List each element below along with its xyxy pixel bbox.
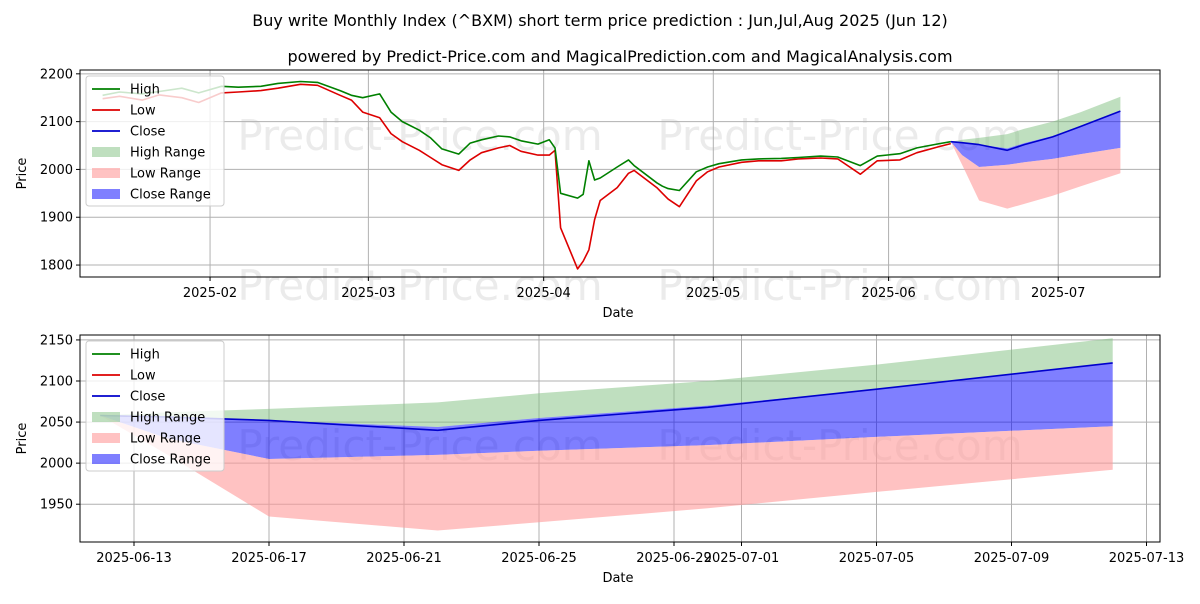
y-tick-label: 1900 — [40, 211, 73, 226]
plot-area — [102, 80, 1121, 270]
x-tick-label: 2025-06-13 — [96, 551, 172, 566]
legend-swatch — [92, 168, 120, 178]
legend-label: Close Range — [130, 453, 211, 468]
x-tick-label: 2025-06-21 — [366, 551, 442, 566]
legend-swatch — [92, 189, 120, 199]
chart-title: Buy write Monthly Index (^BXM) short ter… — [252, 11, 948, 30]
legend-swatch — [92, 433, 120, 443]
y-tick-label: 2050 — [40, 416, 73, 431]
legend-frame — [85, 75, 225, 207]
legend-label: Low Range — [130, 432, 201, 447]
watermark-text: Predict-Price.com — [237, 111, 602, 160]
axes-frame — [79, 69, 1161, 278]
x-tick-label: 2025-06-25 — [501, 551, 577, 566]
legend-swatch — [92, 454, 120, 464]
low-range-band — [100, 415, 1113, 531]
y-tick-label: 1800 — [40, 259, 73, 274]
x-axis-label: Date — [602, 306, 633, 321]
legend-label: Close Range — [130, 188, 211, 203]
low-series-line — [102, 83, 951, 270]
x-tick-label: 2025-07-01 — [704, 551, 780, 566]
high-series-line — [102, 80, 951, 199]
y-axis-label: Price — [15, 423, 30, 455]
x-axis-label: Date — [602, 571, 633, 586]
y-tick-label: 2150 — [40, 333, 73, 348]
x-tick-label: 2025-05 — [686, 286, 740, 301]
legend-label: High — [130, 348, 160, 363]
legend-frame — [85, 340, 225, 472]
legend-label: High Range — [130, 411, 205, 426]
forecast-detail-panel: Predict-Price.comPredict-Price.com195020… — [15, 333, 1184, 586]
legend-label: High — [130, 83, 160, 98]
x-tick-label: 2025-06 — [861, 286, 915, 301]
overview-panel: Predict-Price.com Predict-Price.com Predic… — [15, 67, 1161, 321]
y-axis-label: Price — [15, 158, 30, 190]
legend-label: High Range — [130, 146, 205, 161]
legend-swatch — [92, 147, 120, 157]
x-tick-label: 2025-07-05 — [839, 551, 915, 566]
close-series-line — [950, 110, 1121, 152]
plot-area — [100, 338, 1113, 531]
watermark-text: Predict-Price.com — [237, 261, 602, 310]
close-range-band — [100, 362, 1113, 459]
axes-frame — [79, 334, 1161, 543]
chart-subtitle: powered by Predict-Price.com and Magical… — [287, 47, 952, 66]
legend-label: Low — [130, 104, 156, 119]
y-tick-label: 2200 — [40, 67, 73, 82]
y-tick-label: 1950 — [40, 498, 73, 513]
legend-label: Low — [130, 369, 156, 384]
legend: High Low Close High Range Low Range Close Ran… — [85, 75, 225, 207]
legend-swatch — [92, 412, 120, 422]
legend-label: Low Range — [130, 167, 201, 182]
watermark-text: Predict-Price.com — [657, 261, 1022, 310]
legend: High Low Close High Range Low Range Close Ran… — [85, 340, 225, 472]
y-tick-label: 2000 — [40, 163, 73, 178]
x-tick-label: 2025-06-29 — [636, 551, 712, 566]
x-tick-label: 2025-07 — [1031, 286, 1085, 301]
x-tick-label: 2025-07-13 — [1109, 551, 1185, 566]
y-tick-label: 2100 — [40, 115, 73, 130]
y-tick-label: 2000 — [40, 457, 73, 472]
x-tick-label: 2025-06-17 — [231, 551, 307, 566]
x-tick-label: 2025-03 — [341, 286, 395, 301]
legend-label: Close — [130, 125, 165, 140]
y-tick-label: 2100 — [40, 375, 73, 390]
x-tick-label: 2025-07-09 — [974, 551, 1050, 566]
close-range-band — [950, 111, 1121, 167]
x-tick-label: 2025-04 — [517, 286, 571, 301]
low-range-band — [950, 141, 1121, 209]
x-tick-label: 2025-02 — [183, 286, 237, 301]
legend-label: Close — [130, 390, 165, 405]
